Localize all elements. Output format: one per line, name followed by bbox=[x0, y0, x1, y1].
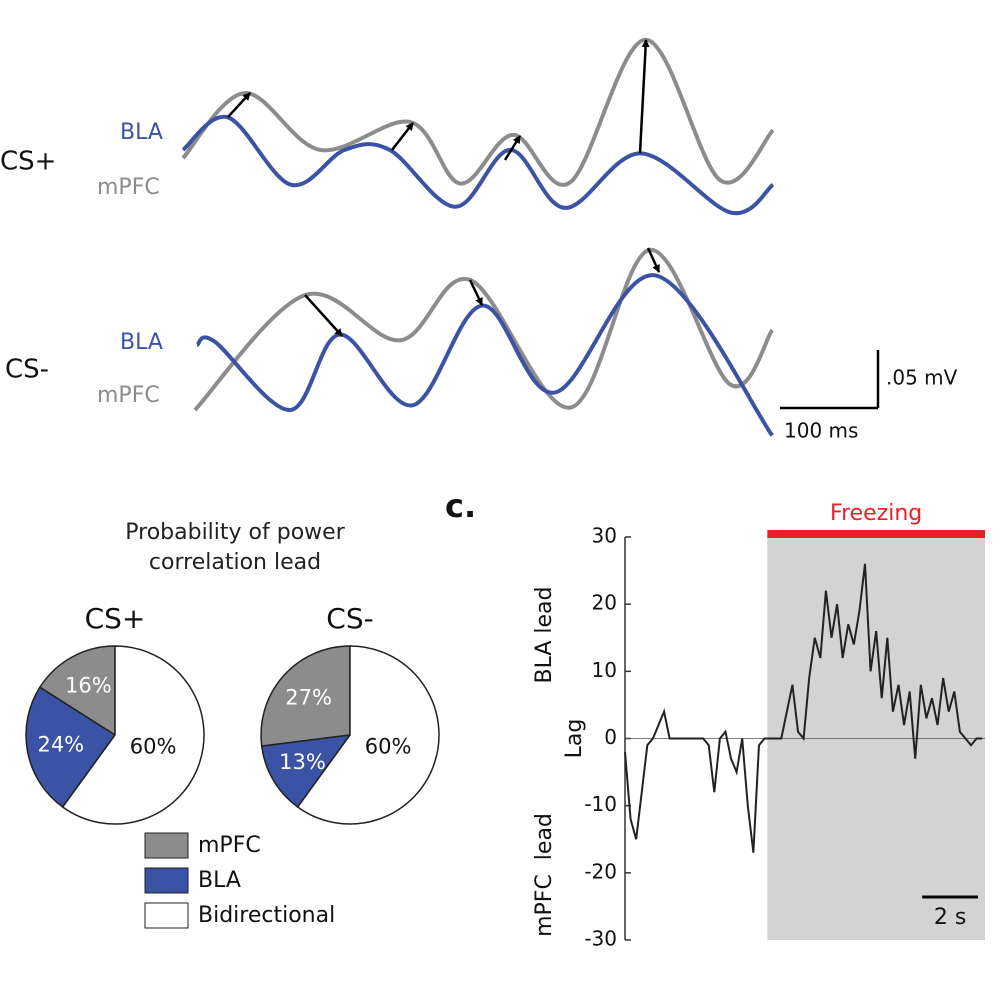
pie-slice bbox=[260, 734, 352, 809]
scale-bar-label: 100 ms bbox=[784, 419, 858, 443]
slice-label: 27% bbox=[285, 686, 332, 710]
trace bbox=[181, 37, 775, 187]
pie-title: CS+ bbox=[85, 602, 146, 635]
annotation: mPFC lead bbox=[532, 813, 557, 937]
trace bbox=[181, 114, 775, 216]
lag-trace bbox=[624, 563, 983, 853]
pie-title: CS- bbox=[326, 602, 373, 635]
legend-label: Bidirectional bbox=[198, 903, 335, 928]
slice-label: 13% bbox=[279, 750, 326, 774]
pie-slice bbox=[25, 686, 117, 809]
pie-slice bbox=[296, 645, 440, 825]
y-tick-label: 10 bbox=[592, 658, 617, 682]
slice-label: 24% bbox=[37, 732, 84, 756]
pie-title: Probability of power correlation lead bbox=[125, 520, 345, 575]
trace bbox=[193, 247, 774, 412]
legend-label: mPFC bbox=[97, 175, 160, 200]
y-tick-label: -10 bbox=[584, 792, 617, 816]
slice-label: 60% bbox=[365, 734, 412, 758]
legend-label: BLA bbox=[198, 868, 241, 893]
y-tick-label: 30 bbox=[592, 524, 617, 548]
legend-swatch bbox=[144, 867, 189, 894]
condition-label: CS+ bbox=[0, 147, 56, 177]
y-tick-label: 20 bbox=[592, 591, 617, 615]
y-tick-label: 0 bbox=[604, 725, 617, 749]
slice-label: 16% bbox=[65, 674, 112, 698]
lag-arrows bbox=[227, 39, 661, 337]
y-tick-label: -30 bbox=[584, 927, 617, 951]
pie-slice bbox=[38, 645, 116, 737]
legend-label: BLA bbox=[120, 120, 163, 145]
condition-label: CS- bbox=[5, 355, 49, 385]
legend-label: mPFC bbox=[198, 833, 261, 858]
scale-bar-label: .05 mV bbox=[886, 366, 958, 390]
pie-slice bbox=[260, 645, 351, 747]
annotation: BLA lead bbox=[532, 587, 557, 684]
trace bbox=[195, 273, 774, 437]
panel-label: c. bbox=[445, 487, 476, 525]
freezing-label: Freezing bbox=[830, 501, 922, 526]
y-tick-label: -20 bbox=[584, 859, 617, 883]
pie-slice bbox=[61, 645, 205, 825]
legend-swatch bbox=[144, 902, 189, 929]
slice-label: 60% bbox=[130, 734, 177, 758]
y-axis-label: Lag bbox=[562, 719, 587, 759]
legend-swatch bbox=[144, 832, 189, 859]
legend-label: mPFC bbox=[97, 383, 160, 408]
scale-bar-label: 2 s bbox=[934, 905, 966, 930]
legend-label: BLA bbox=[120, 330, 163, 355]
